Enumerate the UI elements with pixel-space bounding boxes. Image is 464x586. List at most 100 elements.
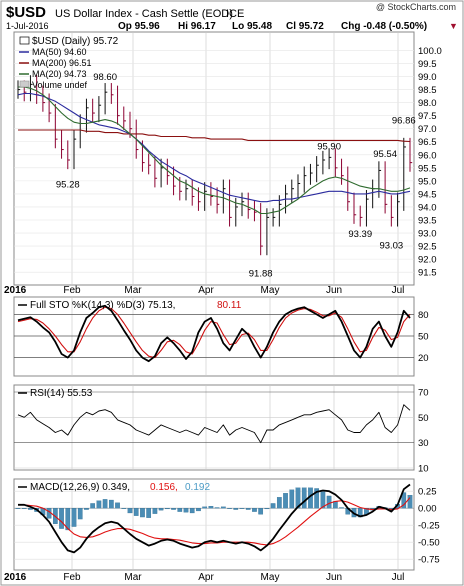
price-annotation: 95.54: [373, 149, 397, 160]
symbol-title: $USD: [6, 4, 46, 21]
macd-histogram-bar: [189, 508, 195, 514]
legend-volume-swatch: [19, 80, 30, 88]
price-annotation: 98.60: [93, 72, 117, 83]
price-tick-label: 96.0: [418, 150, 437, 161]
macd-histogram-bar: [208, 506, 214, 509]
macd-histogram-bar: [152, 508, 158, 514]
macd-histogram-bar: [239, 508, 245, 509]
change-down-icon: ▼: [449, 21, 458, 31]
macd-histogram-bar: [233, 508, 239, 510]
macd-legend: MACD(12,26,9) 0.349, 0.156, 0.192: [18, 482, 210, 493]
month-label: Mar: [124, 285, 142, 296]
month-label: May: [261, 572, 280, 583]
macd-histogram-bar: [270, 503, 276, 509]
macd-histogram-bar: [28, 508, 33, 510]
macd-histogram-bar: [214, 507, 220, 509]
macd-label: MACD(12,26,9) 0.349,: [30, 482, 130, 493]
legend-price: $USD (Daily) 95.72: [32, 36, 119, 47]
price-tick-label: 99.0: [418, 72, 437, 83]
price-tick-label: 92.5: [418, 242, 437, 253]
exchange-label: ICE: [226, 8, 244, 20]
month-label: Apr: [198, 285, 214, 296]
macd-histogram-bar: [320, 491, 326, 509]
month-label: Feb: [63, 285, 81, 296]
macd-histogram-bar: [326, 495, 332, 509]
macd-histogram-bar: [102, 499, 108, 509]
sto-tick-label: 20: [418, 353, 429, 364]
macd-histogram-bar: [339, 507, 344, 509]
price-annotation: 93.39: [348, 229, 372, 240]
macd-histogram-bar: [71, 508, 77, 527]
macd-histogram-bar: [171, 508, 176, 510]
symbol-description: US Dollar Index - Cash Settle (EOD): [55, 8, 233, 20]
price-legend-swatch: [19, 36, 30, 45]
macd-tick-label: -0.25: [418, 521, 440, 532]
price-annotation: 95.90: [317, 141, 341, 152]
quote-high: Hi 96.17: [178, 21, 216, 32]
macd-histogram-bar: [77, 508, 83, 520]
macd-histogram-bar: [295, 487, 301, 509]
sto-label: Full STO %K(14,3) %D(3) 75.13,: [30, 300, 175, 311]
macd-histogram-bar: [121, 508, 127, 509]
macd-histogram-bar: [108, 499, 114, 509]
sto-k-line: [17, 304, 411, 363]
price-annotation: 96.86: [392, 115, 416, 126]
macd-histogram-bar: [21, 508, 27, 509]
month-label: May: [261, 285, 280, 296]
sto-tick-label: 80: [418, 310, 429, 321]
copyright-text[interactable]: @ StockCharts.com: [376, 2, 456, 12]
legend-ma200: MA(200) 96.51: [32, 58, 92, 68]
macd-histogram-bar: [146, 508, 152, 518]
macd-histogram-bar: [202, 506, 208, 509]
sto-d-value: 80.11: [217, 300, 242, 311]
macd-histogram-bar: [276, 497, 282, 509]
month-label: Jun: [326, 285, 342, 296]
macd-histogram-bar: [252, 508, 257, 512]
legend-volume: Volume undef: [32, 80, 88, 90]
chart-marks: 98.60 95.28 91.88 95.90 95.54 96.86 93.39 93.03: [15, 72, 416, 554]
macd-histogram-bar: [314, 488, 320, 509]
price-panel: [13, 31, 415, 286]
legend-ma50: MA(50) 94.60: [32, 47, 87, 57]
quote-date: 1-Jul-2016: [6, 21, 49, 31]
macd-histogram-bar: [183, 508, 189, 513]
price-tick-label: 97.0: [418, 124, 437, 135]
macd-histogram-bar: [164, 508, 170, 510]
macd-histogram-bar: [227, 508, 232, 509]
macd-histogram-bar: [133, 508, 139, 516]
rsi-line: [17, 404, 411, 444]
macd-histogram-bar: [283, 493, 288, 509]
macd-histogram-bar: [115, 502, 120, 509]
rsi-tick-label: 30: [418, 438, 429, 449]
price-legend: $USD (Daily) 95.72 MA(50) 94.60 MA(200) …: [19, 36, 119, 90]
macd-panel: [13, 478, 415, 571]
ma20-line: [18, 86, 411, 215]
price-annotation: 93.03: [379, 240, 403, 251]
rsi-legend: RSI(14) 55.53: [18, 388, 93, 399]
month-label: Mar: [124, 572, 142, 583]
ma50-line: [17, 92, 411, 203]
macd-histogram-bar: [84, 508, 89, 510]
macd-histogram-bar: [264, 508, 270, 510]
macd-histogram-bar: [140, 508, 145, 518]
macd-histogram-bar: [96, 500, 102, 509]
month-label: Jun: [326, 572, 342, 583]
macd-histogram-bar: [59, 508, 64, 529]
legend-ma20: MA(20) 94.73: [32, 69, 87, 79]
price-tick-label: 98.0: [418, 98, 437, 109]
macd-histogram-bar: [258, 508, 264, 515]
macd-histogram-bar: [401, 492, 407, 509]
macd-signal-line: [18, 497, 411, 546]
rsi-tick-label: 70: [418, 388, 429, 399]
sto-panel: [13, 296, 415, 377]
macd-signal-value: 0.156,: [150, 482, 178, 493]
tick-labels: 100.0 99.5 99.0 98.5 98.0 97.5 97.0 96.5 96.0 95.…: [418, 46, 442, 566]
month-labels: Feb Mar Apr May Jun Jul Feb Mar Apr May Jun Jul: [63, 285, 404, 583]
rsi-tick-label: 10: [418, 464, 429, 475]
price-tick-label: 93.0: [418, 229, 437, 240]
month-label: Jul: [392, 572, 405, 583]
rsi-tick-label: 50: [418, 413, 429, 424]
sto-tick-label: 50: [418, 332, 429, 343]
